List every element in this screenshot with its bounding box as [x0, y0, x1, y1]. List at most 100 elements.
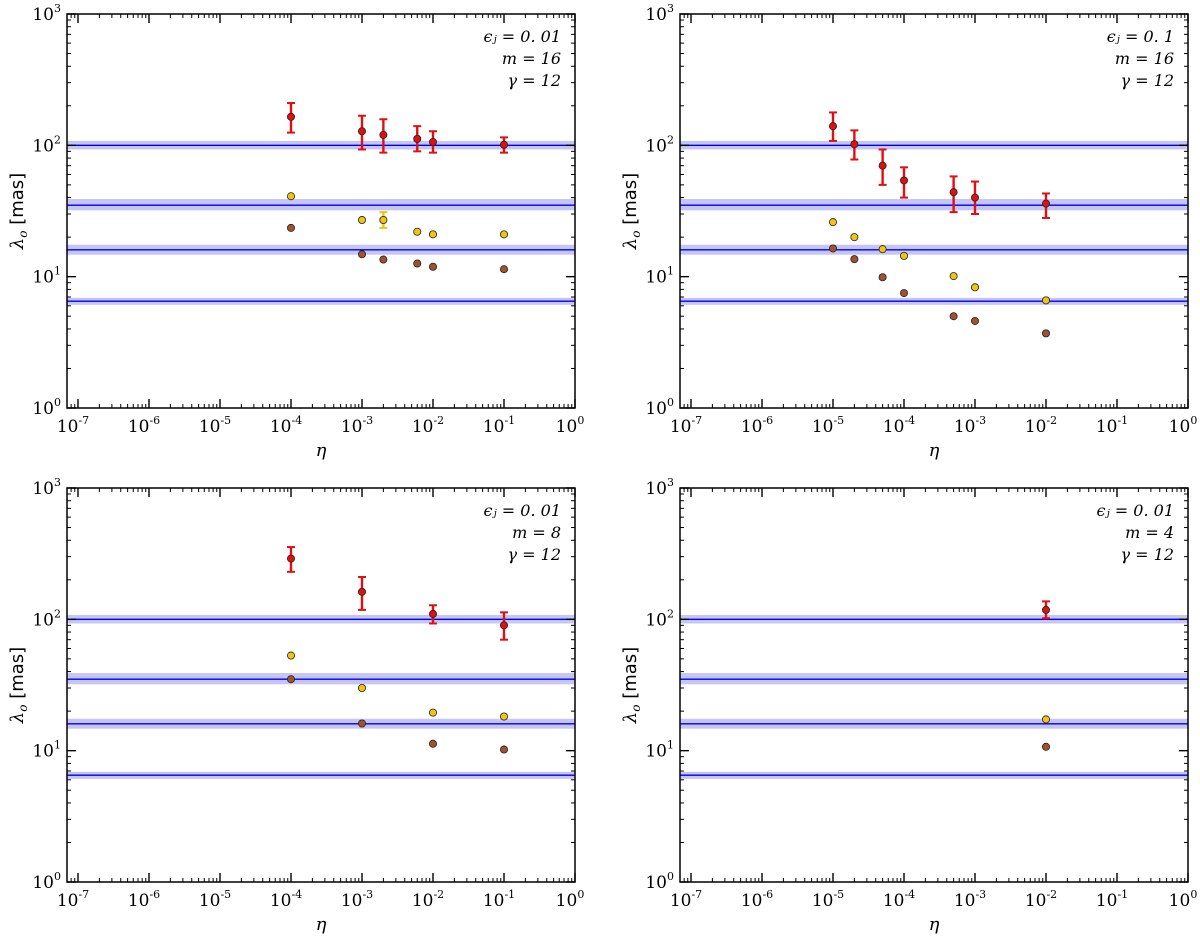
annotation-2: m = 16: [502, 49, 561, 68]
brown-point-6: [970, 316, 979, 325]
y-tick-label: 100: [645, 396, 674, 419]
yellow-point-3: [428, 708, 437, 717]
brown-point-3: [428, 739, 437, 748]
plot-frame: [66, 487, 576, 883]
yellow-point-6: [970, 283, 979, 292]
annotation-1: ϵⱼ = 0. 01: [484, 27, 561, 46]
x-tick-label: 10-2: [412, 414, 444, 437]
yellow-point-5: [949, 272, 958, 281]
red-point-5: [428, 138, 437, 147]
x-tick-label: 10-2: [412, 888, 444, 911]
red-point-7: [1041, 199, 1050, 208]
x-tick-label: 10-7: [670, 414, 702, 437]
x-tick-label: 10-5: [199, 414, 231, 437]
x-tick-label: 10-6: [741, 888, 773, 911]
y-tick-label: 103: [645, 2, 674, 25]
red-point-3: [379, 130, 388, 139]
x-tick-label: 10-1: [1096, 414, 1128, 437]
y-tick-label: 103: [645, 476, 674, 499]
yellow-point-1: [286, 192, 295, 201]
x-tick-label: 10-6: [128, 888, 160, 911]
brown-point-1: [828, 244, 837, 253]
red-point-5: [949, 188, 958, 197]
red-point-2: [850, 140, 859, 149]
yellow-point-1: [828, 218, 837, 227]
y-tick-label: 102: [645, 133, 674, 156]
yellow-point-6: [499, 230, 508, 239]
brown-point-2: [357, 719, 366, 728]
annotation-1: ϵⱼ = 0. 01: [484, 501, 561, 520]
yellow-point-1: [1041, 715, 1050, 724]
annotation-2: m = 8: [512, 523, 561, 542]
y-axis-label: λo [mas]: [7, 173, 30, 250]
annotation-1: ϵⱼ = 0. 01: [1097, 501, 1174, 520]
chart-panel-2: 100 101 102 103 10-7 10-6 10-5 10-4 10-3 10-2 10-1…: [620, 2, 1197, 461]
brown-point-2: [850, 255, 859, 264]
red-point-2: [357, 127, 366, 136]
x-tick-label: 10-7: [670, 888, 702, 911]
red-point-4: [899, 176, 908, 185]
red-point-1: [1041, 605, 1050, 614]
brown-point-1: [1041, 742, 1050, 751]
y-tick-label: 101: [645, 265, 674, 288]
y-tick-label: 102: [32, 133, 61, 156]
yellow-point-2: [357, 216, 366, 225]
y-tick-label: 100: [645, 870, 674, 893]
y-axis-label: λo [mas]: [620, 173, 643, 250]
x-tick-label: 10-2: [1025, 888, 1057, 911]
x-tick-label: 10-3: [341, 888, 373, 911]
x-tick-label: 10-1: [1096, 888, 1128, 911]
red-point-1: [828, 122, 837, 131]
y-tick-label: 100: [32, 396, 61, 419]
x-tick-label: 10-6: [128, 414, 160, 437]
y-tick-label: 101: [645, 739, 674, 762]
x-tick-label: 10-1: [483, 414, 515, 437]
red-point-1: [286, 554, 295, 563]
brown-point-4: [499, 745, 508, 754]
annotation-3: γ = 12: [1121, 545, 1175, 564]
brown-point-3: [379, 255, 388, 264]
x-tick-label: 100: [1169, 888, 1198, 911]
x-tick-label: 10-4: [270, 888, 302, 911]
y-axis-label: λo [mas]: [620, 647, 643, 724]
x-tick-label: 10-6: [741, 414, 773, 437]
x-tick-label: 10-2: [1025, 414, 1057, 437]
brown-point-2: [357, 250, 366, 259]
yellow-point-4: [899, 251, 908, 260]
x-tick-label: 10-7: [57, 888, 89, 911]
plot-frame: [679, 487, 1189, 883]
x-tick-label: 10-5: [199, 888, 231, 911]
annotation-3: γ = 12: [1121, 71, 1175, 90]
y-tick-label: 103: [32, 2, 61, 25]
x-tick-label: 100: [556, 414, 585, 437]
yellow-point-1: [286, 651, 295, 660]
plot-frame: [679, 13, 1189, 409]
brown-point-4: [413, 259, 422, 268]
red-point-6: [970, 193, 979, 202]
x-tick-label: 10-1: [483, 888, 515, 911]
annotation-3: γ = 12: [508, 545, 562, 564]
brown-point-1: [286, 223, 295, 232]
brown-point-7: [1041, 329, 1050, 338]
yellow-point-3: [878, 245, 887, 254]
brown-point-5: [428, 262, 437, 271]
yellow-point-7: [1041, 296, 1050, 305]
x-axis-label: η: [929, 440, 940, 461]
yellow-point-5: [428, 230, 437, 239]
brown-point-3: [878, 273, 887, 282]
annotation-1: ϵⱼ = 0. 1: [1107, 27, 1174, 46]
annotation-2: m = 16: [1115, 49, 1174, 68]
red-point-2: [357, 587, 366, 596]
y-tick-label: 103: [32, 476, 61, 499]
x-tick-label: 10-3: [954, 888, 986, 911]
brown-point-6: [499, 265, 508, 274]
annotation-2: m = 4: [1125, 523, 1174, 542]
x-axis-label: η: [316, 440, 327, 461]
yellow-point-2: [357, 684, 366, 693]
red-point-1: [286, 112, 295, 121]
yellow-point-3: [379, 216, 388, 225]
red-point-4: [499, 621, 508, 630]
x-tick-label: 100: [556, 888, 585, 911]
brown-point-5: [949, 312, 958, 321]
